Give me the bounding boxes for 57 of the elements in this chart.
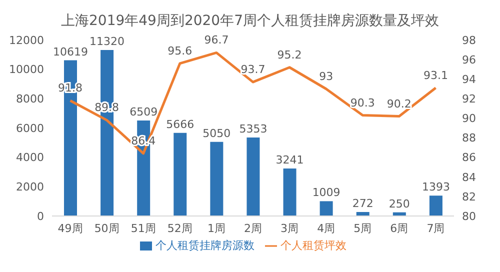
y-tick-label: 10000 <box>9 63 44 76</box>
x-tick-label: 1周 <box>207 222 226 235</box>
data-label: 11320 <box>90 34 125 48</box>
x-tick-label: 51周 <box>130 222 156 235</box>
data-label: 10619 <box>53 45 88 58</box>
y2-tick-label: 96 <box>462 53 476 66</box>
data-label: 93.7 <box>240 63 266 76</box>
data-label: 93.1 <box>423 68 448 82</box>
x-tick-label: 3周 <box>280 222 299 235</box>
data-label: 95.2 <box>277 48 302 62</box>
y2-tick-label: 82 <box>462 190 476 204</box>
data-label: 5353 <box>239 122 268 136</box>
bar <box>210 142 224 216</box>
y2-tick-label: 88 <box>462 132 476 145</box>
y2-tick-label: 86 <box>462 151 476 164</box>
y2-tick-label: 84 <box>462 170 476 184</box>
y-tick-label: 6000 <box>16 122 44 135</box>
data-label: 1009 <box>312 186 340 200</box>
bar <box>283 168 296 216</box>
y2-tick-label: 80 <box>462 210 476 223</box>
legend-label: 个人租赁挂牌房源数 <box>156 239 254 252</box>
x-tick-label: 7周 <box>426 222 445 235</box>
x-tick-label: 50周 <box>94 222 120 235</box>
x-tick-label: 2周 <box>244 222 262 235</box>
data-label: 90.2 <box>386 97 412 110</box>
data-label: 1393 <box>422 180 450 194</box>
data-label: 96.7 <box>204 34 229 47</box>
bar <box>174 132 187 216</box>
x-tick-label: 4周 <box>317 222 336 235</box>
y-tick-label: 8000 <box>16 92 44 106</box>
y-tick-label: 4000 <box>16 151 44 164</box>
bar <box>320 201 333 216</box>
legend-label: 个人租赁坪效 <box>280 239 346 252</box>
data-label: 250 <box>388 197 410 210</box>
y2-tick-label: 90 <box>462 112 476 126</box>
chart-title: 上海2019年49周到2020年7周个人租赁挂牌房源数量及坪效 <box>60 12 440 31</box>
data-label: 90.3 <box>350 96 375 110</box>
x-tick-label: 49周 <box>58 222 83 235</box>
data-label: 272 <box>352 197 374 210</box>
x-tick-label: 5周 <box>354 222 372 235</box>
data-label: 93 <box>319 70 334 83</box>
y2-tick-label: 98 <box>462 34 476 47</box>
data-label: 95.6 <box>168 44 192 58</box>
data-label: 5050 <box>202 126 231 140</box>
data-label: 6509 <box>130 106 158 119</box>
y2-tick-label: 92 <box>462 92 476 106</box>
x-tick-label: 52周 <box>167 222 192 235</box>
y-tick-label: 2000 <box>16 180 44 194</box>
x-tick-label: 6周 <box>390 222 408 235</box>
bar <box>429 196 442 216</box>
data-label: 5666 <box>166 118 194 131</box>
y-tick-label: 12000 <box>9 34 44 47</box>
y2-tick-label: 94 <box>462 73 476 86</box>
bar <box>246 137 260 216</box>
data-label: 86.4 <box>131 134 156 148</box>
y-tick-label: 0 <box>37 210 44 223</box>
data-label: 3241 <box>276 153 304 166</box>
